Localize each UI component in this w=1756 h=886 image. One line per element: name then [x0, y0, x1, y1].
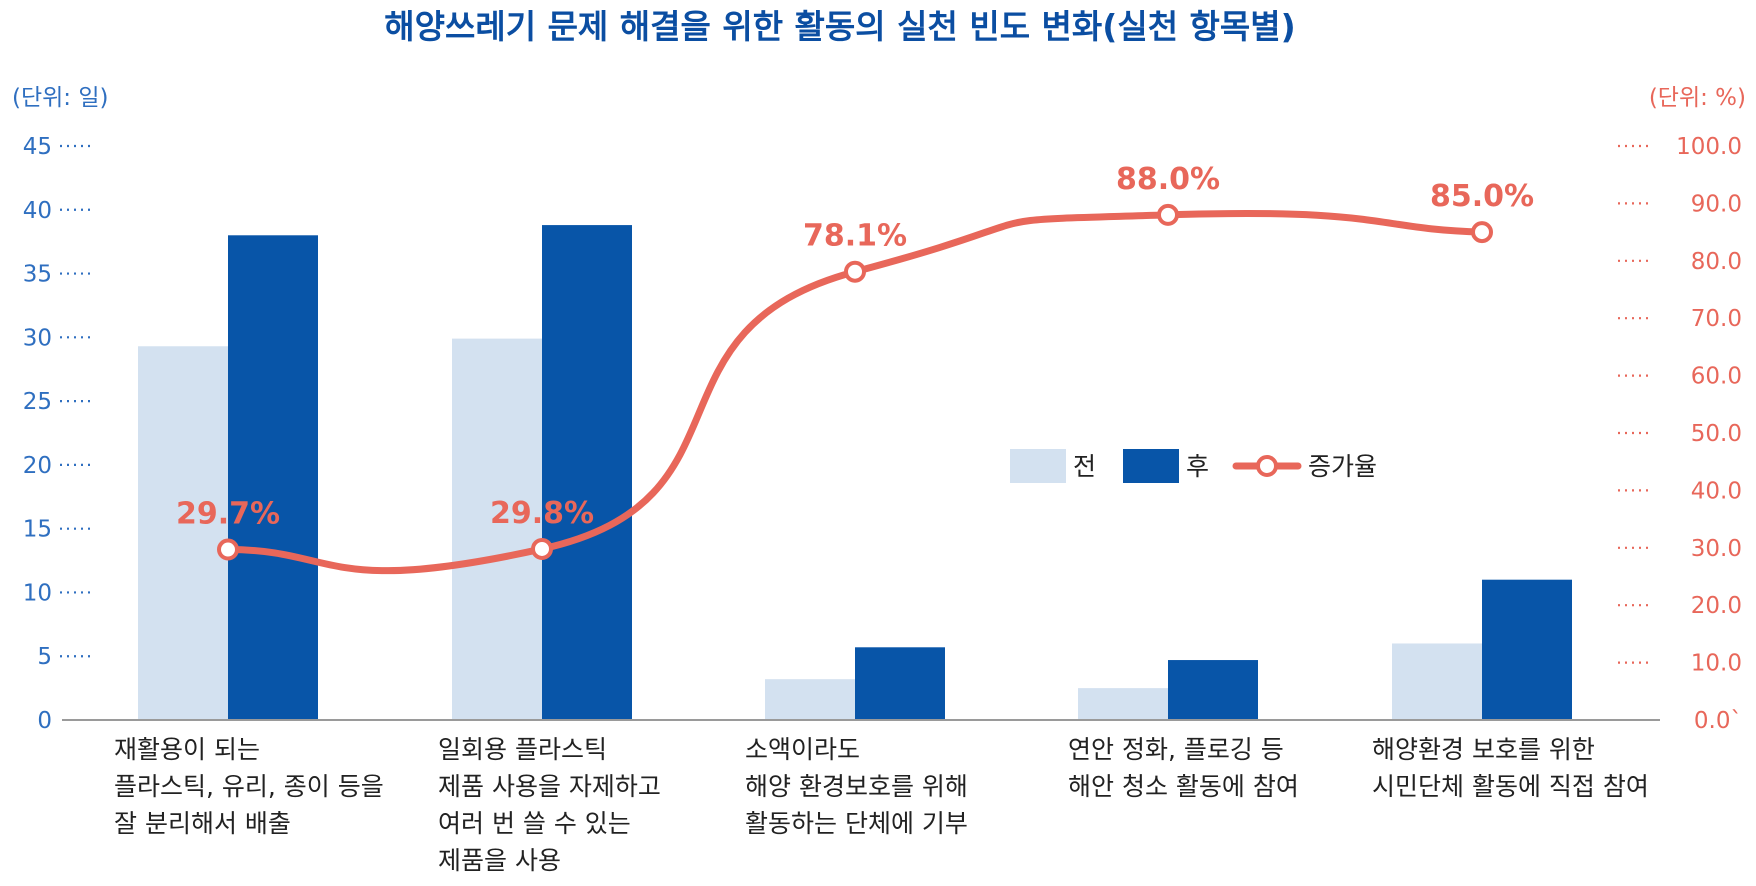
legend-marker-rate [1256, 455, 1278, 477]
category-label-line: 일회용 플라스틱 [438, 735, 607, 764]
right-tick-label: 20.0 [1691, 593, 1742, 619]
left-axis-ticks: 0 5 10 15 20 25 30 35 40 45 [23, 134, 92, 734]
left-tick-label: 40 [23, 198, 52, 224]
category-label-line: 시민단체 활동에 직접 참여 [1372, 772, 1649, 801]
rate-data-label: 29.8% [490, 496, 594, 531]
rate-point [1157, 203, 1179, 226]
bar-series [138, 225, 1572, 721]
bar-after [228, 235, 318, 721]
rate-point [217, 538, 239, 561]
legend-swatch-before [1010, 449, 1066, 483]
category-label-line: 소액이라도 [745, 735, 860, 764]
bar-before [138, 346, 228, 720]
right-tick-label: 80.0 [1691, 249, 1742, 275]
rate-data-label: 78.1% [803, 219, 907, 254]
right-axis-unit-label: (단위: %) [1649, 85, 1746, 111]
legend-label-before: 전 [1073, 452, 1096, 481]
right-tick-label: 10.0 [1691, 651, 1742, 677]
bar-after [1168, 660, 1258, 720]
bar-after [1482, 579, 1572, 720]
right-tick-label: 70.0 [1691, 306, 1742, 332]
left-tick-label: 25 [23, 389, 52, 415]
right-tick-label: 50.0 [1691, 421, 1742, 447]
left-tick-label: 35 [23, 262, 52, 288]
rate-data-label: 29.7% [176, 497, 280, 532]
category-label-line: 해양 환경보호를 위해 [745, 772, 968, 801]
category-label-line: 플라스틱, 유리, 종이 등을 [114, 772, 384, 801]
left-tick-label: 15 [23, 517, 52, 543]
rate-point [844, 260, 866, 283]
legend: 전 후 증가율 [1010, 449, 1377, 483]
category-label-line: 여러 번 쓸 수 있는 [438, 809, 631, 838]
category-label-line: 활동하는 단체에 기부 [745, 809, 968, 838]
right-axis-ticks: 0.0` 10.0 20.0 30.0 40.0 50.0 60.0 70.0 80.0 90.0… [1618, 134, 1742, 734]
rate-point [531, 537, 553, 560]
rate-data-label: 85.0% [1430, 179, 1534, 214]
category-label-line: 해양환경 보호를 위한 [1372, 735, 1595, 764]
category-label-line: 연안 정화, 플로깅 등 [1068, 735, 1284, 764]
left-tick-label: 20 [23, 453, 52, 479]
category-label-line: 잘 분리해서 배출 [114, 809, 291, 838]
bar-before [1078, 688, 1168, 720]
chart-title: 해양쓰레기 문제 해결을 위한 활동의 실천 빈도 변화(실천 항목별) [384, 7, 1295, 46]
rate-point [1471, 221, 1493, 244]
category-label-line: 제품 사용을 자제하고 [438, 772, 661, 801]
right-tick-label: 0.0` [1694, 708, 1742, 734]
legend-label-rate: 증가율 [1308, 452, 1377, 481]
left-axis-unit-label: (단위: 일) [12, 85, 109, 111]
bar-before [765, 679, 855, 720]
bar-before [1392, 643, 1482, 720]
category-label-line: 제품을 사용 [438, 846, 561, 875]
category-label-line: 해안 청소 활동에 참여 [1068, 772, 1299, 801]
rate-line-series: 29.7% 29.8% 78.1% 88.0% 85.0% [176, 162, 1534, 575]
left-tick-label: 10 [23, 580, 52, 606]
rate-line [224, 210, 1486, 575]
legend-label-after: 후 [1186, 452, 1209, 481]
bar-before [452, 338, 542, 720]
left-tick-label: 30 [23, 325, 52, 351]
right-tick-label: 90.0 [1691, 191, 1742, 217]
right-tick-label: 100.0 [1676, 134, 1742, 160]
right-tick-label: 60.0 [1691, 364, 1742, 390]
legend-swatch-after [1123, 449, 1179, 483]
rate-data-label: 88.0% [1116, 162, 1220, 197]
right-tick-label: 40.0 [1691, 478, 1742, 504]
right-tick-label: 30.0 [1691, 536, 1742, 562]
bar-after [855, 647, 945, 720]
left-tick-label: 5 [37, 644, 52, 670]
left-tick-label: 0 [37, 708, 52, 734]
left-tick-label: 45 [23, 134, 52, 160]
bar-after [542, 225, 632, 720]
category-label-line: 재활용이 되는 [114, 735, 260, 764]
